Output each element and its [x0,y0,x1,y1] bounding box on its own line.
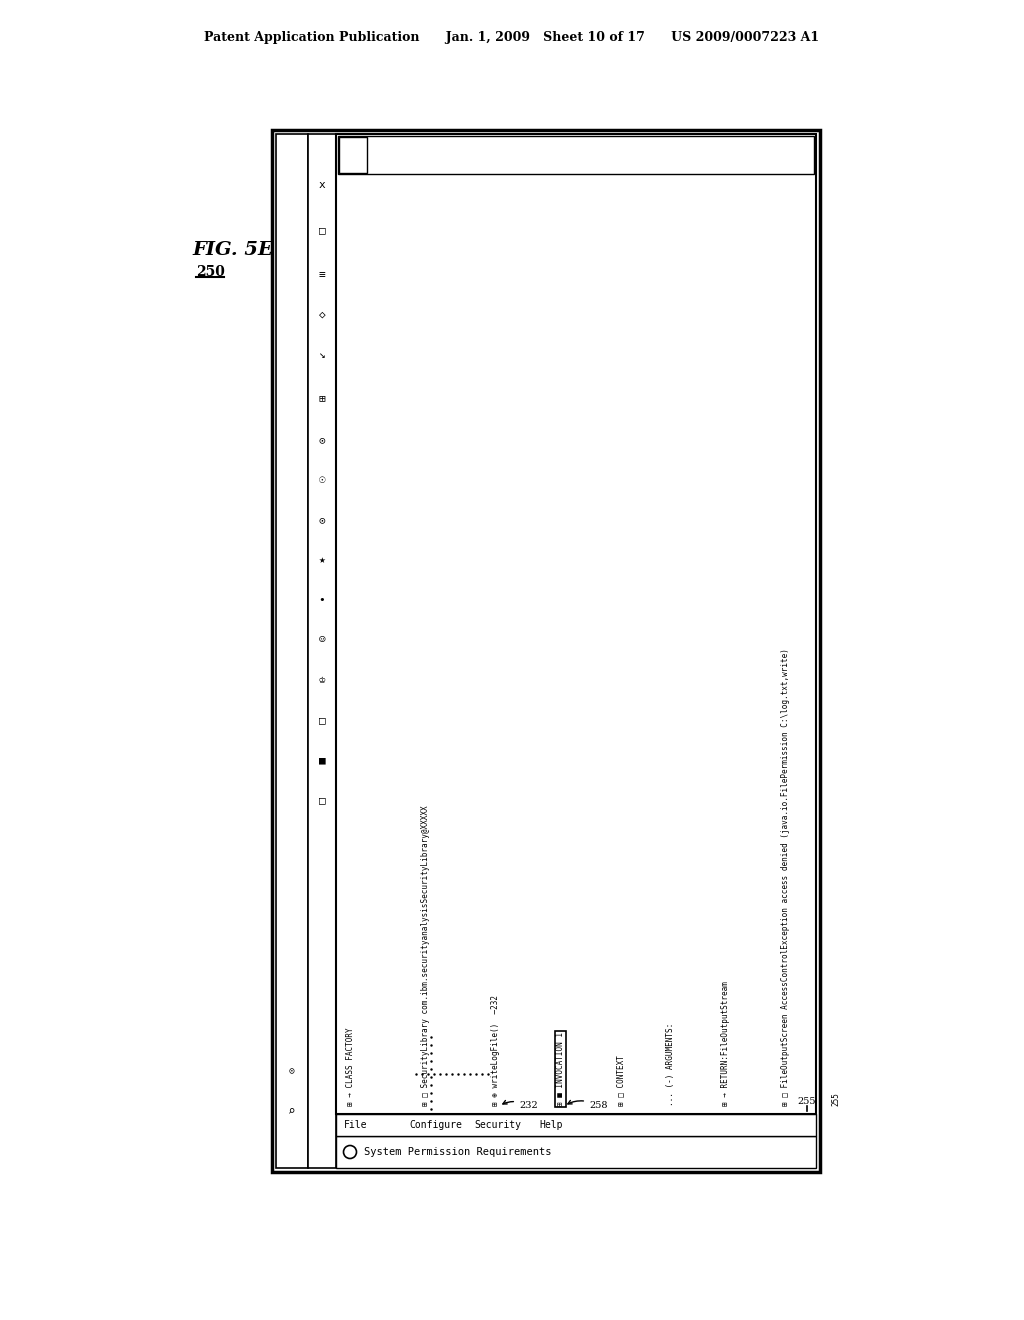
Text: FIG. 5E: FIG. 5E [193,242,272,259]
Bar [336,1137,816,1168]
Text: ⊞ → RETURN:FileOutputStream: ⊞ → RETURN:FileOutputStream [721,981,730,1106]
Text: ⊙: ⊙ [318,515,326,525]
Text: ≡: ≡ [318,271,326,280]
Bar [339,137,367,173]
Bar [338,136,814,174]
Text: File: File [344,1119,368,1130]
Text: System Permission Requirements: System Permission Requirements [364,1147,552,1158]
Text: Patent Application Publication      Jan. 1, 2009   Sheet 10 of 17      US 2009/0: Patent Application Publication Jan. 1, 2… [205,32,819,45]
Text: Help: Help [539,1119,562,1130]
Text: ⊞ □ SecurityLibrary com.ibm.securityanalysisSecurityLibrary@XXXXX: ⊞ □ SecurityLibrary com.ibm.securityanal… [421,805,430,1106]
Text: 250: 250 [196,265,225,279]
Text: ... (-) ARGUMENTS:: ... (-) ARGUMENTS: [666,1023,675,1106]
Bar [276,135,308,1168]
Text: ⌕: ⌕ [288,1105,296,1118]
Bar [272,129,820,1172]
Text: 258: 258 [567,1101,607,1110]
Text: ⊞ ■ INVOCATION 1: ⊞ ■ INVOCATION 1 [556,1032,565,1106]
Text: 255: 255 [831,1092,840,1106]
Text: □: □ [318,795,326,805]
Text: ★: ★ [318,554,326,565]
Text: Security: Security [474,1119,521,1130]
Text: □: □ [318,224,326,235]
Text: ♔: ♔ [318,675,326,685]
Text: 255: 255 [798,1097,816,1106]
Text: □: □ [318,715,326,725]
Text: ↘: ↘ [318,350,326,360]
Text: ⊞ ⊕ writeLogFile()  —232: ⊞ ⊕ writeLogFile() —232 [490,995,500,1106]
Text: ⊞ □ CONTEXT: ⊞ □ CONTEXT [616,1055,625,1106]
Bar [336,135,816,1114]
Text: ◇: ◇ [318,310,326,319]
Text: ☉: ☉ [318,475,326,484]
Text: ⊞ □ FileOutputScreen AccessControlException access denied (java.io.FilePermissio: ⊞ □ FileOutputScreen AccessControlExcept… [781,648,790,1106]
Text: ⊙: ⊙ [318,436,326,445]
Text: 232: 232 [503,1101,538,1110]
Bar [336,1114,816,1137]
Text: Configure: Configure [409,1119,462,1130]
Text: ⊞: ⊞ [318,393,326,403]
Text: •: • [318,595,326,605]
Text: x: x [318,180,326,190]
Text: ☺: ☺ [318,635,326,645]
Text: ⊙: ⊙ [289,1067,295,1076]
Text: ⊞ → CLASS FACTORY: ⊞ → CLASS FACTORY [346,1027,355,1106]
Bar [308,135,336,1168]
Text: ■: ■ [318,755,326,766]
